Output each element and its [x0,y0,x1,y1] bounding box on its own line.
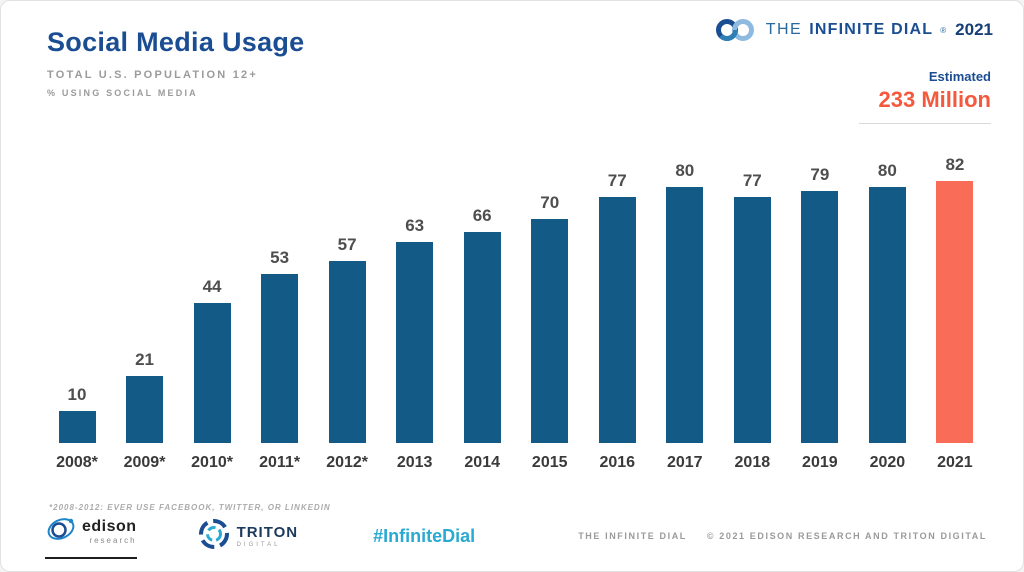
bar-value-label: 70 [540,193,560,213]
bar-group: 21 2009* [113,350,177,472]
bar-value-label: 79 [810,164,830,184]
bar-group: 82 2021 [923,155,987,472]
bar-value-label: 44 [202,276,222,296]
bar-group: 77 2018 [720,171,784,472]
bar [733,197,771,444]
bar-value-label: 57 [337,235,357,254]
bar-group: 79 2019 [788,165,852,473]
copyright-brand: THE INFINITE DIAL [578,531,687,541]
brand-year: 2021 [955,20,993,39]
x-axis-label: 2012* [326,454,369,472]
bar [261,273,299,444]
bar [396,241,434,444]
bar-value-label: 77 [607,171,627,190]
bar-group: 77 2016 [585,171,649,472]
copyright: THE INFINITE DIAL © 2021 EDISON RESEARCH… [578,531,987,541]
bar-group: 80 2020 [855,161,919,472]
bar [328,261,366,444]
x-axis-label: 2016 [599,454,636,472]
bar-group: 53 2011* [248,248,312,473]
bar-value-label: 80 [877,161,897,181]
bar [801,190,839,444]
infinity-icon [713,17,759,43]
estimated-block: Estimated 233 Million [859,69,991,124]
bar-value-label: 66 [472,206,492,226]
bar-value-label: 80 [675,161,695,181]
bar-group: 80 2017 [653,161,717,472]
x-axis-label: 2011* [259,454,301,472]
subtitle-metric: % USING SOCIAL MEDIA [47,88,198,98]
hashtag: #InfiniteDial [373,525,476,546]
x-axis-label: 2009* [123,454,166,472]
bar-group: 63 2013 [383,216,447,473]
triton-digital-logo: TRITON DIGITAL [197,517,299,556]
edison-research-logo: edison research [45,513,137,559]
bar-group: 70 2015 [518,193,582,472]
bar-value-label: 21 [135,350,154,370]
bar [58,411,96,444]
bar-group: 44 2010* [180,277,244,473]
infinite-dial-logo: THE INFINITE DIAL ® 2021 [713,17,993,43]
bar-highlighted [936,181,974,444]
bar-group: 57 2012* [315,235,379,472]
bar [531,219,569,444]
x-axis-label: 2008* [56,454,98,472]
footnote: *2008-2012: EVER USE FACEBOOK, TWITTER, … [49,503,331,512]
brand-registered-mark: ® [940,25,947,35]
bar-group: 66 2014 [450,206,514,472]
header: Social Media Usage TOTAL U.S. POPULATION… [47,27,305,98]
footer: edison research TRITON DIGITAL #Infinite… [45,513,987,559]
edison-subtitle: research [89,535,137,545]
x-axis-label: 2017 [666,454,703,472]
bar-value-label: 82 [945,155,965,174]
x-axis-label: 2018 [734,454,771,472]
estimated-label: Estimated [928,69,991,84]
x-axis-label: 2014 [464,454,500,472]
bar-value-label: 77 [742,171,762,190]
edison-icon [45,513,77,550]
x-axis-label: 2020 [869,454,906,472]
bar [598,197,636,444]
bar-value-label: 10 [67,385,87,405]
edison-underline [45,557,137,559]
x-axis-label: 2010* [191,454,233,472]
x-axis-label: 2015 [531,454,568,472]
bar [666,187,704,444]
x-axis-label: 2013 [396,454,433,472]
bar-chart: 10 2008* 21 2009* 44 2010* 53 2011* 57 2012* 63 201… [45,155,987,472]
bar [868,187,906,444]
x-axis-label: 2019 [802,454,838,472]
edison-name: edison [82,517,137,535]
bar-group: 10 2008* [45,385,109,472]
bar [126,376,164,444]
triton-icon [197,517,231,556]
brand-name: INFINITE DIAL [809,21,934,38]
bar [193,302,231,444]
copyright-notice: © 2021 EDISON RESEARCH AND TRITON DIGITA… [706,531,987,541]
bar-value-label: 63 [405,215,425,235]
page-title: Social Media Usage [47,27,305,57]
x-axis-label: 2021 [937,454,973,472]
brand-the: THE [765,21,803,38]
triton-subtitle: DIGITAL [236,541,281,548]
bar [463,232,501,444]
estimated-value: 233 Million [878,87,991,112]
triton-name: TRITON [236,523,299,541]
subtitle-population: TOTAL U.S. POPULATION 12+ [47,69,258,81]
bar-value-label: 53 [270,247,290,267]
